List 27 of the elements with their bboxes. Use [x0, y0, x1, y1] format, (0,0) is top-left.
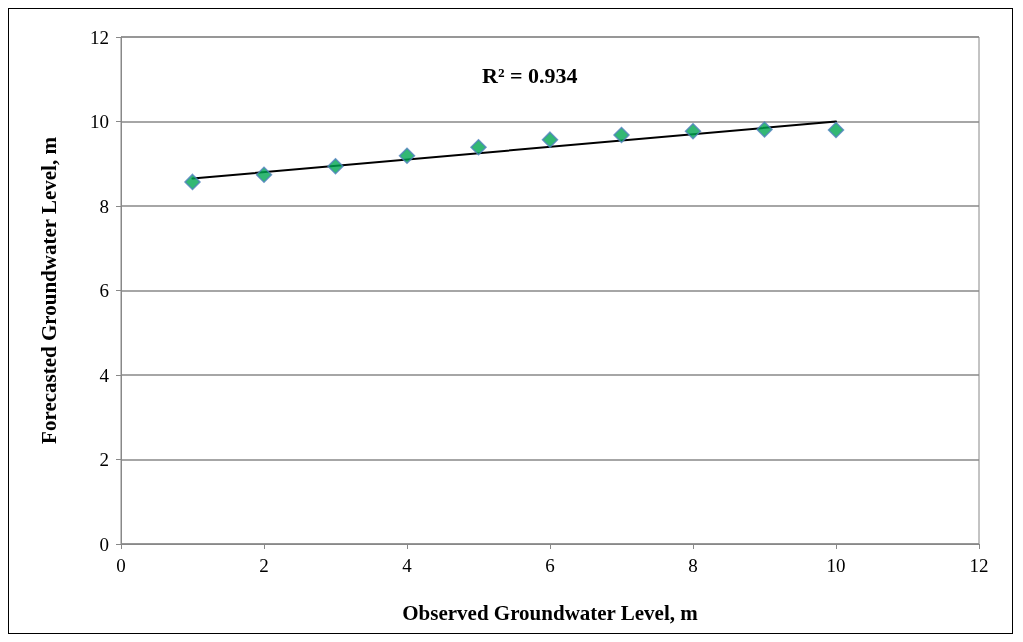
annotation: R² = 0.934 — [482, 62, 578, 88]
y-tick-label: 0 — [99, 533, 109, 555]
x-tick-label: 6 — [545, 555, 555, 576]
point — [398, 147, 416, 164]
y-axis-title: Forecasted Groundwater Level, m — [36, 136, 61, 444]
y-tick-label: 4 — [99, 364, 110, 386]
point — [470, 139, 487, 156]
point — [327, 158, 344, 175]
point — [684, 122, 702, 140]
x-axis-title: Observed Groundwater Level, m — [402, 600, 699, 625]
point — [255, 166, 273, 183]
point — [184, 173, 201, 191]
point — [541, 131, 559, 148]
point — [827, 121, 845, 139]
point — [613, 126, 630, 144]
point — [756, 121, 773, 138]
x-tick-label: 4 — [402, 555, 413, 576]
x-tick-label: 12 — [969, 555, 989, 576]
y-tick-label: 10 — [90, 111, 109, 132]
y-tick-label: 6 — [99, 280, 109, 301]
x-tick-label: 0 — [116, 555, 126, 576]
y-tick-label: 8 — [99, 195, 109, 217]
y-tick-label: 2 — [99, 449, 109, 470]
y-tick-label: 12 — [90, 26, 109, 48]
x-tick-label: 10 — [826, 555, 846, 576]
x-tick-label: 2 — [259, 555, 269, 576]
x-tick-label: 8 — [688, 555, 698, 576]
